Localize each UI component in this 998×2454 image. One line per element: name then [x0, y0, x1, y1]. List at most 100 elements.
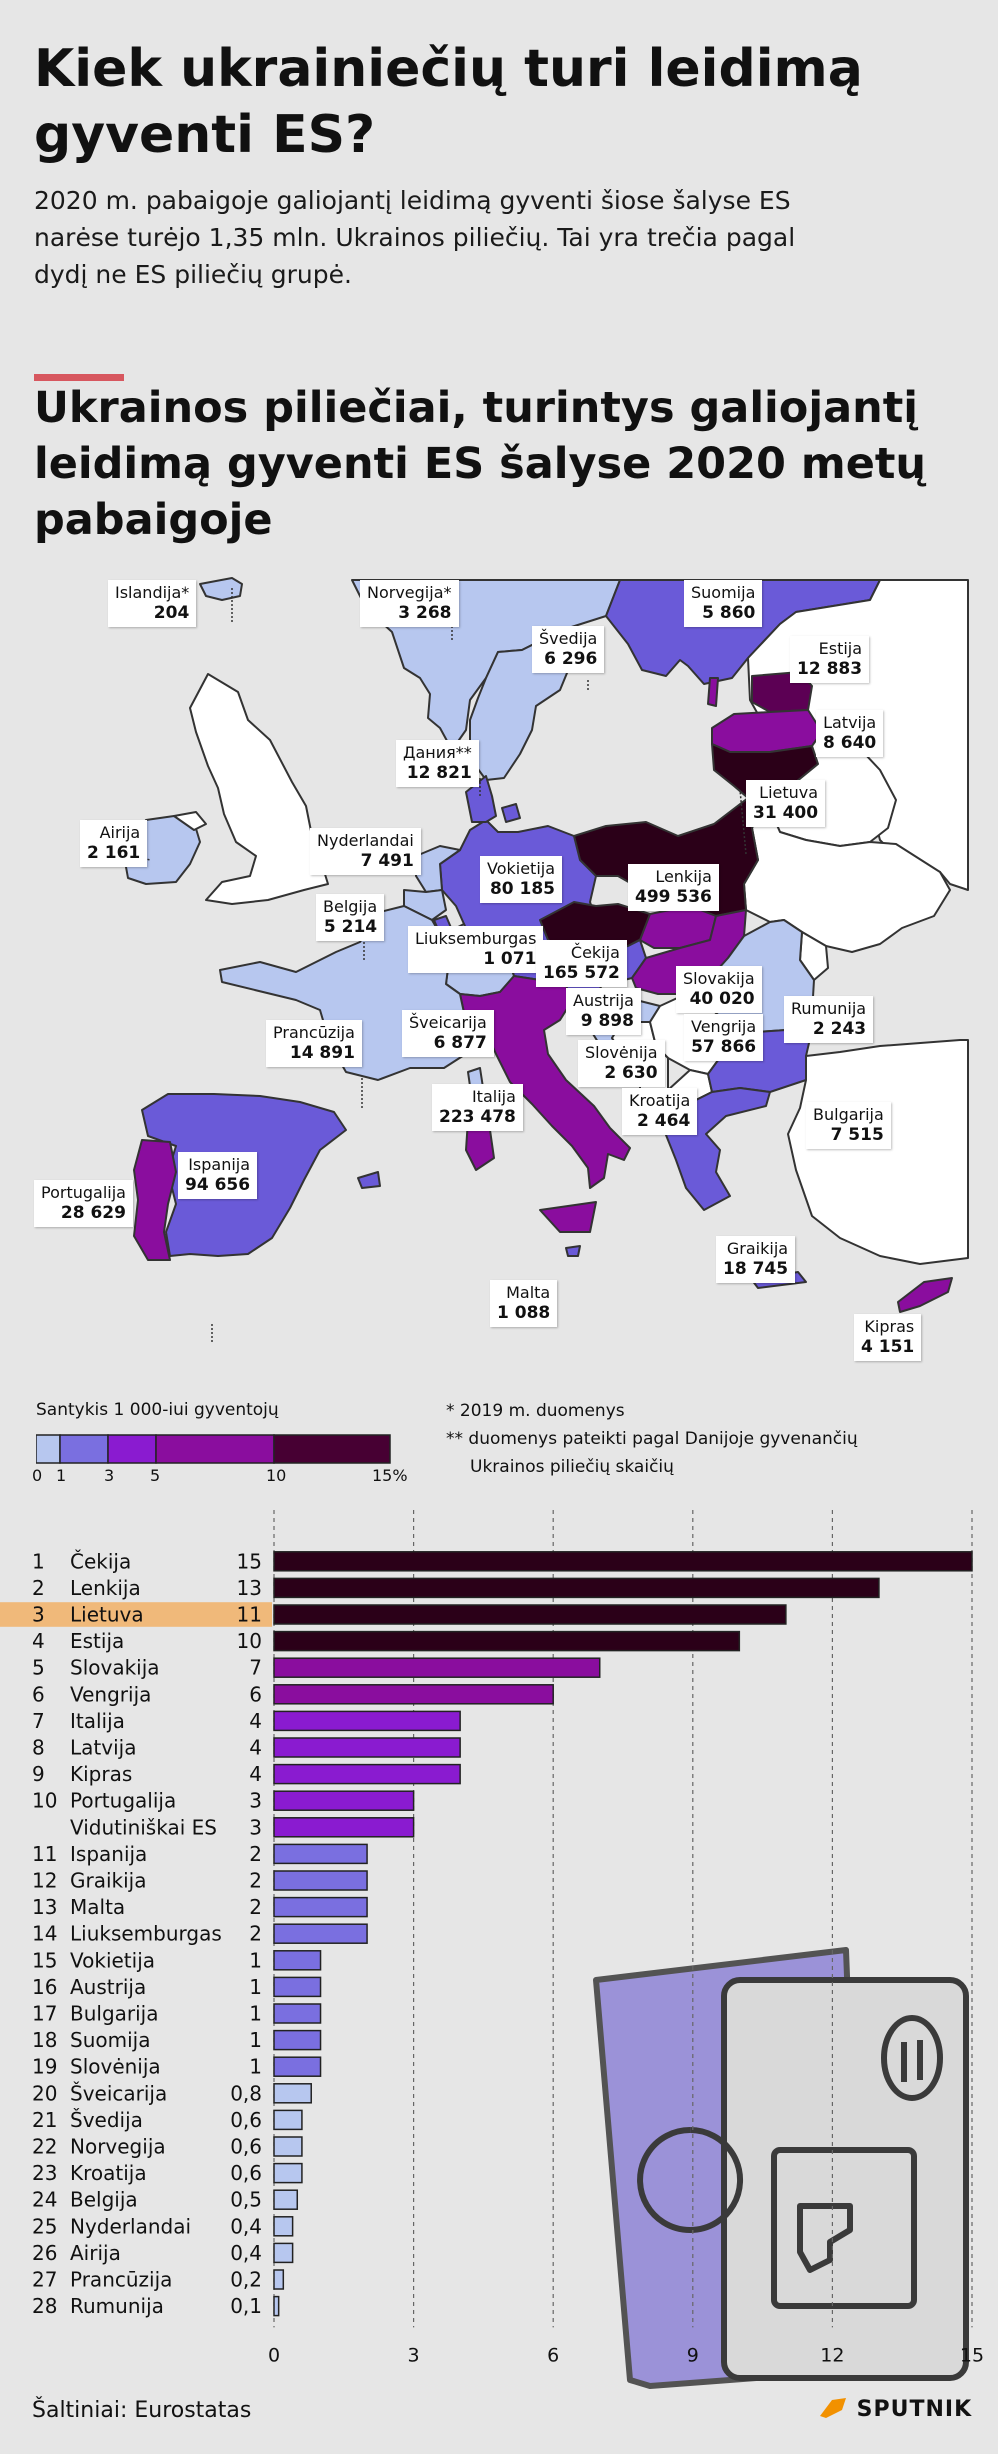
category-label: Čekija: [70, 1549, 131, 1573]
bar: [273, 2029, 322, 2051]
rank-label: 8: [32, 1736, 45, 1760]
map-label-vokietija: Vokietija 80 185: [480, 856, 563, 903]
bar: [273, 2242, 294, 2264]
map-malta: [565, 1245, 581, 1257]
rank-label: 23: [32, 2161, 57, 2185]
source-text: Šaltiniai: Eurostatas: [32, 2398, 252, 2423]
map-balearic: [357, 1171, 381, 1189]
legend-scale: [36, 1434, 391, 1464]
value-label: 1: [249, 2028, 262, 2052]
map-sicily: [539, 1201, 597, 1233]
bar: [273, 1684, 554, 1705]
rank-label: 2: [32, 1576, 45, 1600]
category-label: Graikija: [70, 1869, 146, 1893]
rank-label: 22: [32, 2135, 57, 2159]
map-label-malta: Malta 1 088: [490, 1280, 558, 1327]
category-label: Kroatija: [70, 2161, 147, 2185]
rank-label: 13: [32, 1895, 57, 1919]
map-label-estija: Estija 12 883: [790, 636, 870, 683]
map-label-kroatija: Kroatija 2 464: [622, 1088, 698, 1135]
legend-tick-5: 5: [150, 1466, 161, 1485]
legend-title: Santykis 1 000-iui gyventojų: [36, 1400, 279, 1420]
x-axis: 0 3 6 9 12 15: [268, 2344, 984, 2366]
category-label: Ispanija: [70, 1842, 147, 1866]
value-label: 0,5: [230, 2188, 262, 2212]
legend-tick-3: 3: [104, 1466, 115, 1485]
map-label-italija: Italija 223 478: [432, 1084, 523, 1131]
category-label: Lenkija: [70, 1576, 141, 1600]
rank-label: 12: [32, 1869, 57, 1893]
accent-line: [34, 374, 124, 381]
category-label: Norvegija: [70, 2135, 166, 2159]
x-tick-label: 15: [960, 2344, 984, 2366]
value-label: 4: [249, 1736, 262, 1760]
rank-label: 1: [32, 1549, 45, 1573]
category-label: Portugalija: [70, 1789, 176, 1813]
x-tick-label: 9: [687, 2344, 699, 2366]
bar: [273, 1657, 601, 1678]
map-denmark: [465, 775, 497, 823]
map-turkey: [787, 1039, 969, 1265]
bar: [273, 2189, 299, 2210]
bar: [273, 2269, 285, 2290]
map-label-austrija: Austrija 9 898: [566, 988, 641, 1035]
map-label-suomija: Suomija 5 860: [684, 580, 763, 627]
bar: [273, 2083, 312, 2104]
map-label-vengrija: Vengrija 57 866: [684, 1014, 764, 1061]
rank-label: 15: [32, 1948, 57, 1972]
highlight-row: [0, 1602, 272, 1627]
value-label: 0,4: [230, 2214, 262, 2238]
bar: [273, 1710, 461, 1732]
map-label-cekija: Čekija 165 572: [536, 940, 627, 987]
map-iceland: [199, 577, 243, 601]
map-label-belgija: Belgija 5 214: [316, 894, 385, 941]
map-label-slovenija: Slovėnija 2 630: [578, 1040, 665, 1087]
bar: [273, 1604, 787, 1625]
x-tick-label: 0: [268, 2344, 280, 2366]
category-label: Švedija: [70, 2108, 143, 2132]
map-label-portugalija: Portugalija 28 629: [34, 1180, 133, 1227]
value-label: 3: [249, 1815, 262, 1839]
map-label-kipras: Kipras 4 151: [854, 1314, 922, 1361]
map-label-bulgarija: Bulgarija 7 515: [806, 1102, 891, 1149]
rank-label: 3: [32, 1603, 45, 1627]
category-label: Suomija: [70, 2028, 150, 2052]
value-label: 0,4: [230, 2241, 262, 2265]
category-label: Kipras: [70, 1762, 132, 1786]
rank-label: 16: [32, 1975, 57, 1999]
category-label: Belgija: [70, 2188, 138, 2212]
bar: [273, 2162, 303, 2184]
value-label: 2: [249, 1842, 262, 1866]
rank-label: 26: [32, 2241, 57, 2265]
category-label: Rumunija: [70, 2294, 164, 2318]
legend-swatch-4: [273, 1434, 391, 1464]
value-label: 13: [237, 1576, 262, 1600]
map-label-prancuzija: Prancūzija 14 891: [266, 1020, 362, 1067]
map-label-airija: Airija 2 161: [80, 820, 148, 867]
rank-label: 11: [32, 1842, 57, 1866]
category-label: Italija: [70, 1709, 125, 1733]
value-label: 0,6: [230, 2161, 262, 2185]
legend-swatch-1: [59, 1434, 109, 1464]
map-netherlands: [415, 845, 461, 893]
rank-label: 19: [32, 2055, 57, 2079]
value-label: 0,6: [230, 2108, 262, 2132]
category-label: Latvija: [70, 1736, 136, 1760]
ratio-bar-chart: 1 Čekija 152 Lenkija 133 Lietuva 114 Estija 105 S…: [0, 1510, 984, 2389]
x-tick-label: 12: [820, 2344, 844, 2366]
passport-illustration: [593, 1947, 969, 2389]
rank-label: 24: [32, 2188, 57, 2212]
bar: [273, 1790, 415, 1811]
value-label: 1: [249, 1948, 262, 1972]
value-label: 1: [249, 2055, 262, 2079]
map-label-ispanija: Ispanija 94 656: [178, 1152, 258, 1199]
map-label-norvegija: Norvegija* 3 268: [360, 580, 459, 627]
legend-tick-15: 15%: [372, 1466, 408, 1485]
value-label: 0,6: [230, 2135, 262, 2159]
value-label: 7: [249, 1656, 262, 1680]
category-label: Slovėnija: [70, 2055, 161, 2079]
map-label-rumunija: Rumunija 2 243: [784, 996, 874, 1043]
rank-label: 20: [32, 2081, 57, 2105]
map-label-sveicarija: Šveicarija 6 877: [402, 1010, 494, 1057]
legend-swatch-2: [107, 1434, 157, 1464]
